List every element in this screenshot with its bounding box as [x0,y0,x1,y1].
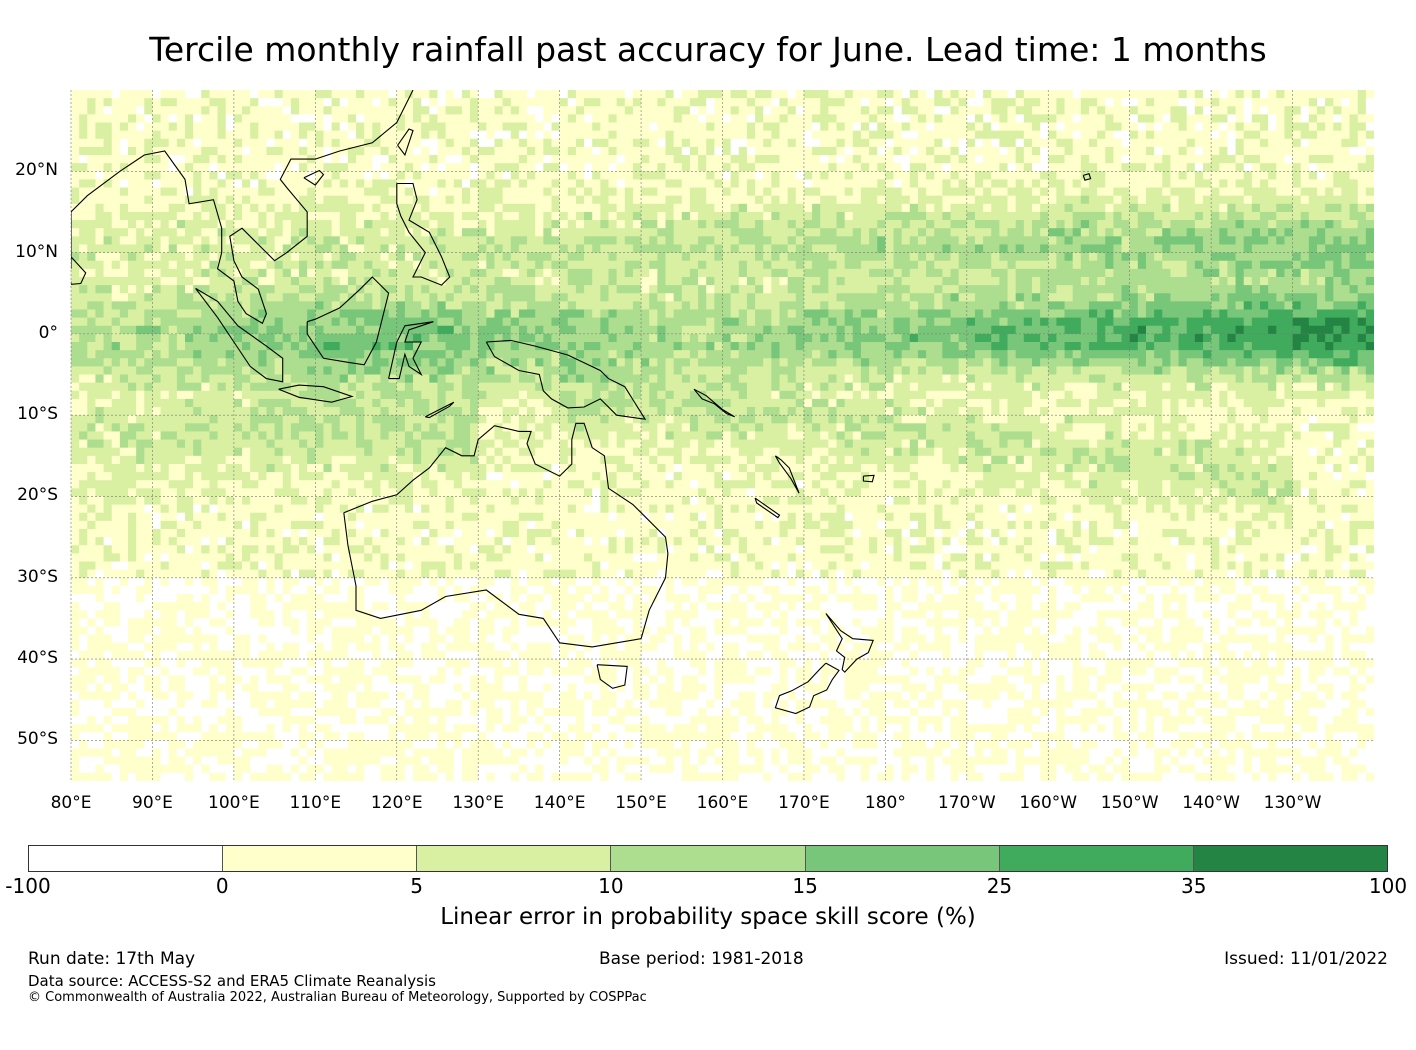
latitude-label: 40°S [0,648,58,668]
longitude-label: 160°W [1003,793,1093,813]
colorbar-tick-label: 5 [377,874,457,898]
latitude-label: 30°S [0,567,58,587]
run-date: Run date: 17th May [28,949,195,969]
colorbar-tick-label: 25 [959,874,1039,898]
colorbar-segment [1194,846,1387,871]
longitude-label: 80°E [26,793,116,813]
latitude-label: 0° [0,323,58,343]
colorbar-label: Linear error in probability space skill … [0,904,1416,930]
longitude-label: 150°W [1085,793,1175,813]
longitude-label: 90°E [107,793,197,813]
longitude-label: 160°E [678,793,768,813]
colorbar-segment [1000,846,1194,871]
colorbar [28,845,1388,872]
issued-date: Issued: 11/01/2022 [1224,949,1388,969]
latitude-label: 20°S [0,485,58,505]
latitude-label: 50°S [0,729,58,749]
longitude-label: 140°W [1166,793,1256,813]
base-period: Base period: 1981-2018 [599,949,804,969]
colorbar-tick-label: 35 [1154,874,1234,898]
longitude-label: 120°E [352,793,442,813]
data-source: Data source: ACCESS-S2 and ERA5 Climate … [28,972,436,990]
colorbar-tick-label: 100 [1348,874,1416,898]
latitude-label: 10°N [0,242,58,262]
colorbar-segment [611,846,805,871]
longitude-label: 150°E [596,793,686,813]
colorbar-tick-label: -100 [0,874,68,898]
colorbar-segment [29,846,223,871]
longitude-label: 170°W [922,793,1012,813]
colorbar-tick-label: 10 [571,874,651,898]
longitude-label: 180° [840,793,930,813]
colorbar-segment [417,846,611,871]
latitude-label: 20°N [0,160,58,180]
latitude-label: 10°S [0,404,58,424]
skill-score-map [0,0,1416,790]
longitude-label: 100°E [189,793,279,813]
copyright: © Commonwealth of Australia 2022, Austra… [28,990,647,1005]
longitude-label: 110°E [270,793,360,813]
longitude-label: 130°W [1248,793,1338,813]
longitude-label: 140°E [515,793,605,813]
longitude-label: 170°E [759,793,849,813]
colorbar-segment [223,846,417,871]
colorbar-tick-label: 0 [182,874,262,898]
longitude-label: 130°E [433,793,523,813]
colorbar-segment [806,846,1000,871]
colorbar-tick-label: 15 [765,874,845,898]
